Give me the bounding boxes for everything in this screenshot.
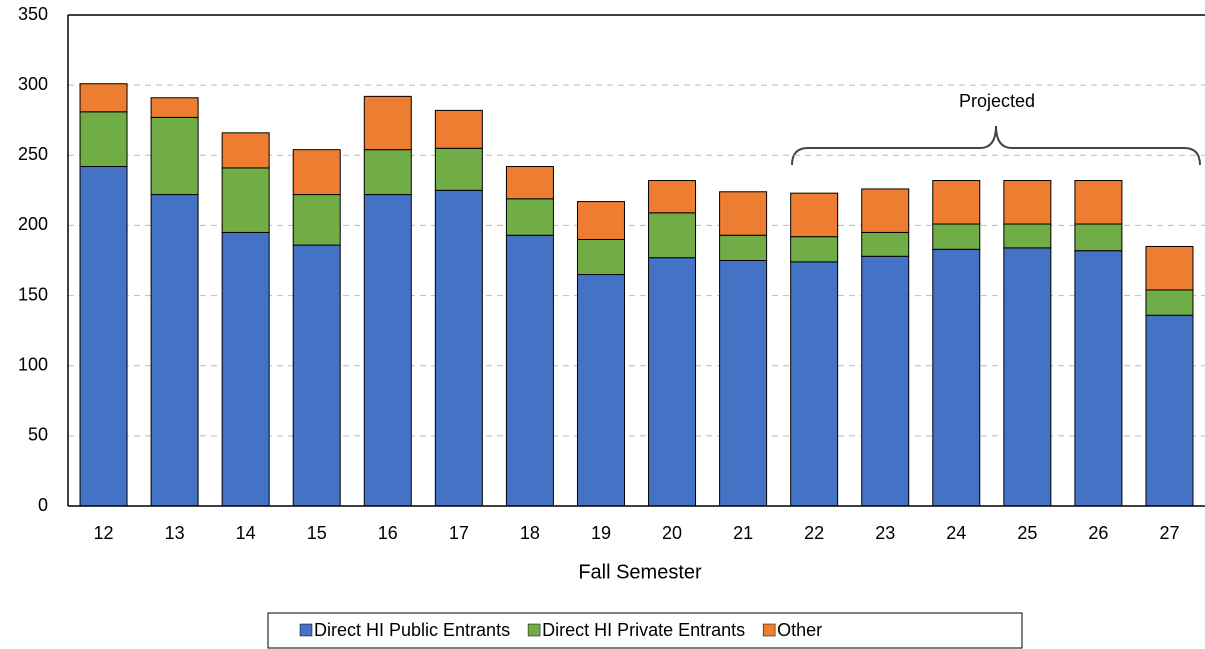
x-tick-label: 26: [1088, 523, 1108, 543]
y-tick-label: 300: [18, 74, 48, 94]
bar-segment: [861, 255, 910, 507]
bar-segment: [576, 274, 625, 507]
bar-segment: [1074, 223, 1123, 252]
bar-segment: [861, 231, 910, 257]
x-tick-label: 20: [662, 523, 682, 543]
x-tick-label: 25: [1017, 523, 1037, 543]
bar-segment: [221, 167, 270, 233]
x-tick-label: 17: [449, 523, 469, 543]
bar-segment: [150, 97, 199, 118]
projected-brace: [791, 125, 1201, 166]
bar-segment: [1074, 250, 1123, 507]
bar-segment: [576, 238, 625, 276]
bar-segment: [79, 111, 128, 168]
bar-segment: [221, 231, 270, 507]
x-tick-label: 23: [875, 523, 895, 543]
y-tick-label: 200: [18, 214, 48, 234]
bar-segment: [932, 223, 981, 250]
bar-segment: [1074, 180, 1123, 225]
bar-segment: [292, 244, 341, 507]
x-tick-label: 13: [165, 523, 185, 543]
y-tick-label: 150: [18, 284, 48, 304]
bar-segment: [861, 188, 910, 233]
bar-segment: [1003, 180, 1052, 225]
x-axis-label: Fall Semester: [578, 561, 702, 583]
legend-swatch: [527, 623, 541, 637]
y-tick-label: 250: [18, 144, 48, 164]
y-tick-label: 350: [18, 4, 48, 24]
bar-segment: [790, 192, 839, 238]
bar-segment: [719, 260, 768, 507]
y-tick-label: 50: [28, 425, 48, 445]
bar-segment: [1145, 314, 1194, 507]
bar-segment: [1003, 223, 1052, 249]
bar-segment: [292, 149, 341, 196]
bar-segment: [434, 109, 483, 149]
bar-segment: [648, 180, 697, 214]
x-tick-label: 18: [520, 523, 540, 543]
x-tick-label: 15: [307, 523, 327, 543]
bar-segment: [932, 248, 981, 507]
bar-segment: [79, 166, 128, 507]
bar-segment: [221, 132, 270, 169]
bar-segment: [363, 95, 412, 151]
bar-segment: [150, 116, 199, 196]
legend-label: Other: [777, 620, 822, 640]
annotation: Projected: [959, 91, 1035, 111]
x-tick-label: 12: [94, 523, 114, 543]
x-tick-label: 16: [378, 523, 398, 543]
legend-swatch: [299, 623, 313, 637]
bar-segment: [1145, 289, 1194, 316]
bar-segment: [434, 147, 483, 191]
bar-segment: [1003, 247, 1052, 507]
legend-label: Direct HI Private Entrants: [542, 620, 745, 640]
bar-segment: [505, 234, 554, 507]
bar-segment: [790, 261, 839, 507]
bar-segment: [505, 198, 554, 236]
bar-segment: [292, 194, 341, 246]
bar-segment: [648, 257, 697, 507]
bar-segment: [648, 212, 697, 259]
x-tick-label: 19: [591, 523, 611, 543]
x-tick-label: 27: [1159, 523, 1179, 543]
bar-segment: [719, 234, 768, 261]
bar-segment: [505, 166, 554, 200]
bar-segment: [79, 83, 128, 113]
bar-segment: [932, 180, 981, 225]
x-tick-label: 22: [804, 523, 824, 543]
x-tick-label: 21: [733, 523, 753, 543]
bar-segment: [150, 194, 199, 507]
y-tick-label: 100: [18, 354, 48, 374]
bar-segment: [434, 189, 483, 507]
bar-segment: [363, 194, 412, 507]
legend-swatch: [762, 623, 776, 637]
bar-segment: [576, 201, 625, 240]
bar-segment: [790, 236, 839, 263]
bar-segment: [719, 191, 768, 236]
bar-segment: [363, 149, 412, 196]
x-tick-label: 24: [946, 523, 966, 543]
legend-label: Direct HI Public Entrants: [314, 620, 510, 640]
x-tick-label: 14: [236, 523, 256, 543]
y-tick-label: 0: [38, 495, 48, 515]
legend-box: [267, 612, 1023, 649]
bar-segment: [1145, 245, 1194, 291]
